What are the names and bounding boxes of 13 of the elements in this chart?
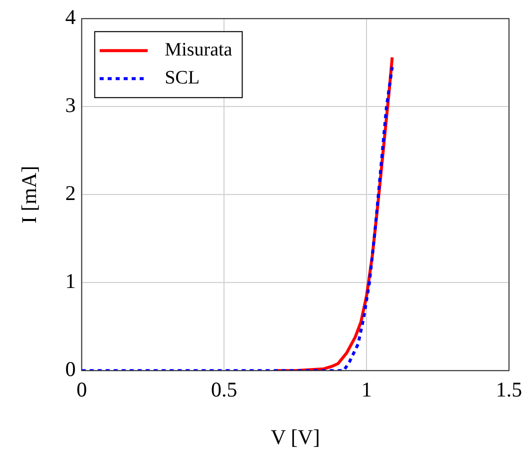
line-series <box>82 66 394 371</box>
y-tick-label: 2 <box>65 181 76 206</box>
x-tick-label: 1.5 <box>496 378 522 402</box>
x-axis-title: V [V] <box>270 424 320 449</box>
legend-label: SCL <box>164 68 200 89</box>
y-tick-label: 1 <box>65 269 76 294</box>
x-tick-label: 1 <box>361 378 372 402</box>
y-tick-label: 3 <box>65 93 76 118</box>
y-tick-label: 0 <box>65 357 76 382</box>
legend-label: Misurata <box>164 40 233 61</box>
x-tick-label: 0.5 <box>211 378 238 402</box>
y-tick-label: 4 <box>65 5 76 30</box>
y-axis-title: I [mA] <box>17 166 42 224</box>
